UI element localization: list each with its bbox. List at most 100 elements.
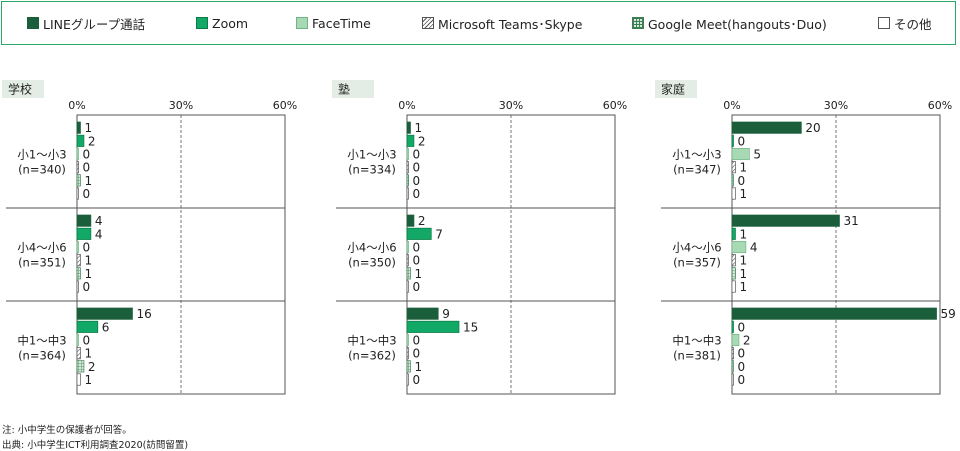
- cram-school-group-n-label: (n=362): [348, 349, 396, 363]
- cram-school-bar-facetime: [406, 240, 409, 254]
- home-bar-zoom: [731, 227, 736, 240]
- home-bar-google-meet: [731, 360, 734, 373]
- school-bar-facetime: [76, 147, 79, 161]
- cram-school-bar-other: [406, 280, 409, 293]
- home-data-label-teams: 1: [739, 254, 747, 268]
- cram-school-data-label-zoom: 2: [418, 134, 426, 148]
- school-data-label-zoom: 6: [102, 320, 110, 334]
- school-bar-google-meet: [76, 267, 81, 280]
- legend-label-teams: Microsoft Teams･Skype: [438, 16, 583, 32]
- school-bar-line: [76, 121, 81, 134]
- home-bar-google-meet: [731, 267, 736, 280]
- home-title-box: [655, 80, 697, 98]
- school-bar-teams: [76, 347, 81, 360]
- cram-school-bar-zoom: [406, 320, 460, 333]
- legend-swatch-teams: [422, 17, 434, 29]
- school-title-box: [2, 80, 44, 98]
- cram-school-bar-line: [406, 121, 411, 134]
- cram-school-bar-other: [406, 187, 409, 200]
- school-bar-google-meet: [76, 360, 85, 373]
- cram-school-data-label-facetime: 0: [413, 148, 421, 162]
- home-bar-zoom: [731, 320, 734, 333]
- school-data-label-facetime: 0: [83, 241, 91, 255]
- legend-item-line: LINEグループ通話: [27, 14, 145, 32]
- legend-item-google-meet: Google Meet(hangouts･Duo): [632, 14, 827, 32]
- home-data-label-other: 0: [738, 373, 746, 387]
- home-bar-facetime: [731, 147, 750, 161]
- home-data-label-line: 31: [843, 214, 858, 228]
- school-data-label-other: 0: [83, 187, 91, 201]
- cram-school-tick-label: 30%: [499, 99, 523, 112]
- home-bar-google-meet: [731, 174, 734, 187]
- cram-school-data-label-zoom: 15: [463, 320, 478, 334]
- legend-swatch-line: [27, 17, 39, 29]
- cram-school-data-label-teams: 0: [413, 254, 421, 268]
- legend-item-other: その他: [878, 14, 932, 32]
- cram-school-bar-line: [406, 307, 439, 320]
- home-bar-teams: [731, 161, 736, 174]
- school-data-label-facetime: 0: [83, 148, 91, 162]
- cram-school-bar-google-meet: [406, 267, 411, 280]
- school-bar-teams: [76, 254, 81, 267]
- school-group-n-label: (n=340): [18, 163, 66, 177]
- school-data-label-teams: 0: [83, 161, 91, 175]
- home-bar-other: [731, 280, 736, 293]
- school-bar-zoom: [76, 320, 99, 333]
- home-data-label-facetime: 5: [753, 148, 761, 162]
- cram-school-tick-label: 60%: [603, 99, 627, 112]
- school-data-label-zoom: 2: [88, 134, 96, 148]
- home-group-n-label: (n=381): [673, 349, 721, 363]
- home-group-n-label: (n=347): [673, 163, 721, 177]
- home-data-label-other: 1: [739, 187, 747, 201]
- home-bar-line: [731, 121, 802, 134]
- school-group-n-label: (n=364): [18, 349, 66, 363]
- legend-swatch-google-meet: [632, 17, 644, 29]
- legend-label-zoom: Zoom: [212, 15, 249, 31]
- school-data-label-other: 1: [84, 373, 92, 387]
- school-bar-facetime: [76, 240, 79, 254]
- cram-school-bar-other: [406, 373, 409, 386]
- cram-school-data-label-line: 1: [414, 121, 422, 135]
- home-data-label-facetime: 2: [743, 334, 751, 348]
- school-tick-label: 60%: [273, 99, 297, 112]
- home-group-label: 小1～小3: [672, 148, 721, 162]
- cram-school-data-label-line: 2: [418, 214, 426, 228]
- home-tick-label: 30%: [824, 99, 848, 112]
- school-bar-zoom: [76, 227, 92, 240]
- cram-school-bar-facetime: [406, 147, 409, 161]
- note-respondents: 注: 小中学生の保護者が回答。: [2, 425, 132, 436]
- usage-bar-charts: 学校0% 30% 60%小1～小3(n=340)120010小4～小6(n=351)…: [2, 80, 956, 395]
- school-data-label-google-meet: 1: [84, 174, 92, 188]
- home-group-n-label: (n=357): [673, 256, 721, 270]
- school-data-label-other: 0: [83, 280, 91, 294]
- cram-school-data-label-zoom: 7: [435, 227, 443, 241]
- home-data-label-google-meet: 0: [738, 360, 746, 374]
- cram-school-group-label: 小1～小3: [347, 148, 396, 162]
- home-group-label: 小4～小6: [672, 241, 721, 255]
- school-group-label: 中1～中3: [17, 334, 66, 348]
- cram-school-bar-teams: [406, 254, 409, 267]
- home-bar-other: [731, 373, 734, 386]
- school-bar-line: [76, 307, 133, 320]
- legend-label-other: その他: [894, 16, 932, 32]
- legend-item-zoom: Zoom: [196, 14, 248, 32]
- cram-school-data-label-other: 0: [413, 373, 421, 387]
- home-bar-teams: [731, 254, 736, 267]
- cram-school-data-label-line: 9: [442, 307, 450, 321]
- cram-school-bar-zoom: [406, 227, 432, 240]
- cram-school-data-label-facetime: 0: [413, 241, 421, 255]
- school-tick-label: 30%: [169, 99, 193, 112]
- home-data-label-facetime: 4: [750, 241, 758, 255]
- cram-school-data-label-teams: 0: [413, 161, 421, 175]
- home-data-label-line: 20: [805, 121, 820, 135]
- school-data-label-line: 16: [136, 307, 151, 321]
- cram-school-bar-facetime: [406, 333, 409, 347]
- home-tick-label: 0%: [723, 99, 740, 112]
- school-group-n-label: (n=351): [18, 256, 66, 270]
- home-data-label-google-meet: 1: [739, 267, 747, 281]
- home-data-label-other: 1: [739, 280, 747, 294]
- school-panel-title: 学校: [8, 82, 32, 97]
- school-data-label-zoom: 4: [95, 227, 103, 241]
- home-bar-other: [731, 187, 736, 200]
- home-bar-teams: [731, 347, 734, 360]
